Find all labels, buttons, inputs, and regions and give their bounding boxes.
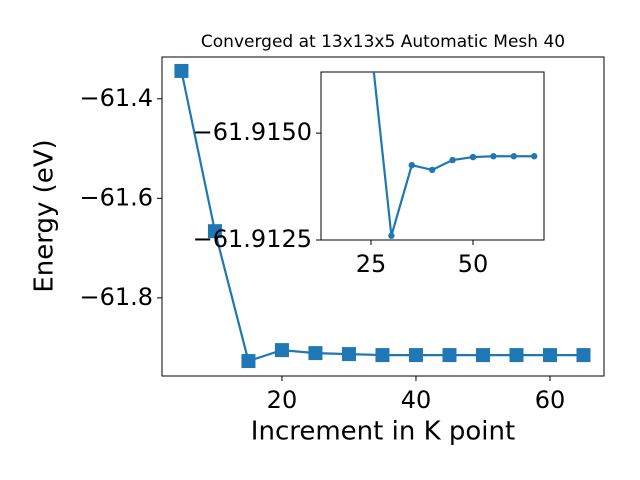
marker [428, 166, 436, 174]
y-tick-label: −61.9150 [193, 118, 312, 146]
y-tick-label: −61.9125 [193, 225, 312, 253]
marker [576, 348, 591, 363]
y-tick-label: −61.6 [79, 183, 153, 211]
marker [509, 348, 524, 363]
marker [408, 348, 423, 363]
marker [475, 348, 490, 363]
x-axis-label: Increment in K point [251, 417, 515, 447]
marker [274, 343, 289, 358]
marker [341, 347, 356, 362]
marker [375, 348, 390, 363]
marker [207, 224, 222, 239]
marker [449, 156, 456, 164]
x-tick-label: 25 [356, 250, 387, 278]
chart-title: Converged at 13x13x5 Automatic Mesh 40 [201, 32, 565, 52]
marker [531, 153, 538, 160]
x-tick-label: 20 [267, 386, 298, 414]
y-tick-label: −61.4 [79, 84, 153, 112]
y-axis-label: Energy (eV) [30, 139, 60, 292]
marker [469, 153, 477, 161]
marker [408, 161, 415, 169]
marker [490, 153, 497, 160]
x-tick-label: 60 [535, 386, 566, 414]
plot-series [174, 63, 591, 369]
plot-series [372, 72, 538, 239]
marker [174, 63, 189, 78]
marker [542, 348, 557, 363]
x-tick-label: 50 [458, 250, 489, 278]
y-tick-label: −61.8 [79, 283, 153, 311]
marker [510, 153, 518, 160]
marker [388, 232, 395, 239]
x-tick-label: 40 [401, 386, 432, 414]
marker [442, 348, 457, 363]
marker [308, 346, 323, 361]
marker [241, 354, 256, 369]
